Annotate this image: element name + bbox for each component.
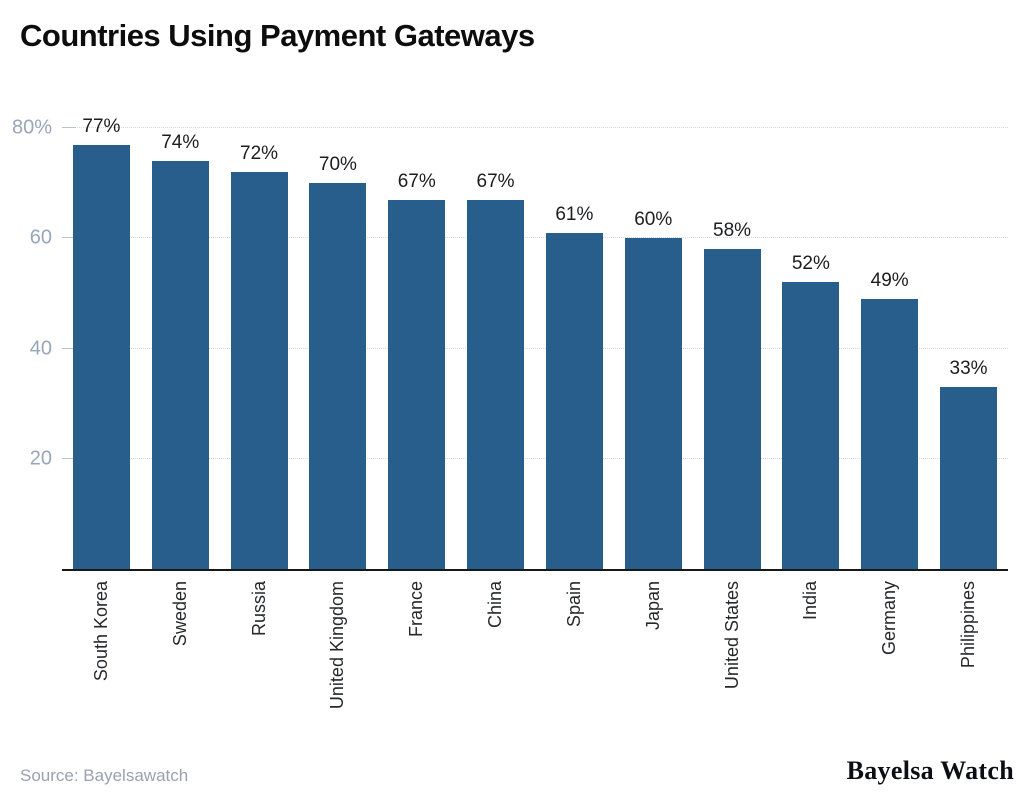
x-label-cell: France <box>377 581 456 751</box>
bar-value-label: 77% <box>82 115 121 137</box>
bar <box>467 199 525 569</box>
bar <box>72 144 130 569</box>
x-axis-label: Japan <box>642 581 663 631</box>
x-axis-label: Spain <box>563 581 584 628</box>
bar <box>861 298 919 569</box>
bar-cell: 77% <box>62 116 141 569</box>
x-axis-label: Germany <box>879 581 900 656</box>
bar-cell: 33% <box>929 358 1008 569</box>
chart-footer: Source: Bayelsawatch Bayelsa Watch <box>20 756 1014 786</box>
bar-value-label: 49% <box>870 269 909 291</box>
bar-value-label: 67% <box>397 170 436 192</box>
bar-cell: 72% <box>220 143 299 569</box>
x-label-cell: Japan <box>614 581 693 751</box>
bar-cell: 67% <box>456 171 535 569</box>
bar-value-label: 60% <box>634 209 673 231</box>
source-text: Source: Bayelsawatch <box>20 766 189 785</box>
bar <box>624 238 682 569</box>
y-axis-label: 40 <box>29 337 52 359</box>
bar-cell: 60% <box>614 209 693 569</box>
bar-series: 77% 74% 72% 70% 67% 67% 61% 60% 58% 52% 49% 33% <box>62 116 1008 569</box>
y-axis-label: 20 <box>29 447 52 470</box>
x-label-cell: Russia <box>220 581 299 751</box>
bar-chart: 20 40 60 80% 77% 74% 72% 70% 67% 67% 61% 60% 58% 52% 4… <box>12 100 1008 751</box>
x-label-cell: Germany <box>850 581 929 751</box>
bar-value-label: 61% <box>555 203 594 225</box>
x-axis-label: South Korea <box>90 581 111 682</box>
bar-cell: 61% <box>535 204 614 569</box>
bar <box>545 232 603 569</box>
bar-value-label: 33% <box>949 358 988 380</box>
y-axis-label: 80% <box>11 116 52 139</box>
bar-cell: 74% <box>141 132 220 569</box>
plot-area: 20 40 60 80% 77% 74% 72% 70% 67% 67% 61% 60% 58% 52% 4… <box>12 100 1008 571</box>
x-axis-labels: South Korea Sweden Russia United Kingdom Fra… <box>62 581 1008 751</box>
x-axis-label: China <box>485 581 506 629</box>
bar <box>309 183 367 569</box>
brand-logo: Bayelsa Watch <box>846 756 1014 785</box>
x-axis-label: Philippines <box>958 581 979 669</box>
gridline <box>62 237 1008 239</box>
bar <box>703 249 761 569</box>
bar-value-label: 72% <box>240 143 279 165</box>
bar-cell: 67% <box>377 171 456 569</box>
x-axis-label: France <box>406 581 427 638</box>
bar-value-label: 74% <box>161 132 200 154</box>
x-axis-label: India <box>800 581 821 621</box>
bar-value-label: 52% <box>791 253 830 275</box>
gridline <box>62 127 1008 128</box>
bar <box>151 161 209 569</box>
chart-title: Countries Using Payment Gateways <box>20 18 535 53</box>
bar-cell: 49% <box>850 270 929 569</box>
x-axis-label: Sweden <box>169 581 190 647</box>
bar <box>230 172 288 569</box>
x-axis-label: United Kingdom <box>327 581 348 710</box>
x-label-cell: South Korea <box>62 581 141 751</box>
x-label-cell: India <box>771 581 850 751</box>
x-axis-label: Russia <box>248 581 269 637</box>
bar <box>940 387 998 569</box>
x-axis-label: United States <box>721 581 742 690</box>
bar-value-label: 70% <box>318 154 357 176</box>
x-label-cell: China <box>456 581 535 751</box>
gridline <box>62 457 1008 459</box>
bar <box>782 282 840 569</box>
y-axis-label: 60 <box>29 226 52 249</box>
x-label-cell: United States <box>693 581 772 751</box>
bar-cell: 52% <box>771 253 850 569</box>
bar <box>388 199 446 569</box>
x-label-cell: Philippines <box>929 581 1008 751</box>
bar-cell: 70% <box>298 154 377 569</box>
bar-value-label: 58% <box>713 220 752 242</box>
x-label-cell: United Kingdom <box>298 581 377 751</box>
gridline <box>62 347 1008 349</box>
x-label-cell: Spain <box>535 581 614 751</box>
x-label-cell: Sweden <box>141 581 220 751</box>
bar-cell: 58% <box>693 220 772 569</box>
bar-value-label: 67% <box>476 170 515 192</box>
